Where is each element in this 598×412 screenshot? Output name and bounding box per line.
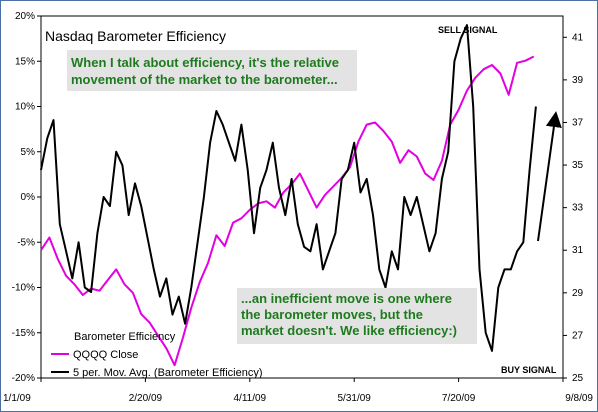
legend-item-qqqq: QQQQ Close xyxy=(73,349,138,361)
x-axis-tick-label: 7/20/09 xyxy=(442,393,476,404)
efficiency-moving-average-line xyxy=(40,24,537,352)
trend-arrow xyxy=(537,111,562,242)
right-axis-tick-label: 39 xyxy=(572,75,584,86)
left-axis-tick-label: 20% xyxy=(15,11,35,22)
x-axis-tick-label: 4/11/09 xyxy=(233,393,266,404)
chart-title: Nasdaq Barometer Efficiency xyxy=(45,28,226,44)
left-axis-tick-label: 10% xyxy=(15,102,35,113)
right-axis-tick-label: 33 xyxy=(572,203,584,214)
left-axis-tick-label: -15% xyxy=(12,328,35,339)
right-axis: 41 39 37 35 33 31 29 27 25 xyxy=(563,32,584,384)
legend-item-efficiency: 5 per. Mov. Avg. (Barometer Efficiency) xyxy=(73,367,263,379)
right-axis-tick-label: 35 xyxy=(572,160,584,171)
right-axis-tick-label: 31 xyxy=(572,245,584,256)
right-axis-tick-label: 41 xyxy=(572,32,584,43)
x-axis: 1/1/09 2/20/09 4/11/09 5/31/09 7/20/09 9/8/09 xyxy=(3,378,593,404)
top-callout: When I talk about efficiency, it's the r… xyxy=(67,50,357,91)
left-axis-tick-label: 5% xyxy=(21,147,36,158)
left-axis-tick-label: -20% xyxy=(12,373,35,384)
series-lines xyxy=(40,24,537,367)
bottom-callout: ...an inefficient move is one where the … xyxy=(237,288,477,344)
bottom-callout-line-1: ...an inefficient move is one where xyxy=(241,291,452,306)
left-axis-tick-label: -5% xyxy=(17,237,35,248)
bottom-callout-box xyxy=(237,288,477,344)
left-axis-tick-label: 15% xyxy=(15,56,35,67)
qqqq-close-line xyxy=(40,55,535,367)
top-callout-line-2: movement of the market to the barometer.… xyxy=(71,72,338,87)
x-axis-tick-label: 1/1/09 xyxy=(3,393,31,404)
right-axis-tick-label: 25 xyxy=(572,373,584,384)
right-axis-tick-label: 27 xyxy=(572,330,584,341)
x-axis-tick-label: 9/8/09 xyxy=(565,393,593,404)
bottom-callout-line-3: market doesn't. We like efficiency:) xyxy=(241,323,457,338)
x-axis-tick-label: 5/31/09 xyxy=(338,393,372,404)
bottom-callout-line-2: the barometer moves, but the xyxy=(241,307,423,322)
legend: Barometer Efficiency QQQQ Close 5 per. M… xyxy=(51,331,263,379)
left-axis-tick-label: -10% xyxy=(12,283,35,294)
top-callout-box xyxy=(67,50,357,91)
buy-signal-label: BUY SIGNAL xyxy=(501,365,557,375)
right-axis-tick-label: 37 xyxy=(572,117,584,128)
sell-signal-label: SELL SIGNAL xyxy=(438,25,498,35)
left-axis-tick-label: 0% xyxy=(21,192,36,203)
right-axis-tick-label: 29 xyxy=(572,288,584,299)
legend-title: Barometer Efficiency xyxy=(74,331,176,343)
x-axis-tick-label: 2/20/09 xyxy=(129,393,163,404)
left-axis: 20% 15% 10% 5% 0% -5% -10% -15% -20% xyxy=(12,11,41,384)
top-callout-line-1: When I talk about efficiency, it's the r… xyxy=(71,55,339,70)
